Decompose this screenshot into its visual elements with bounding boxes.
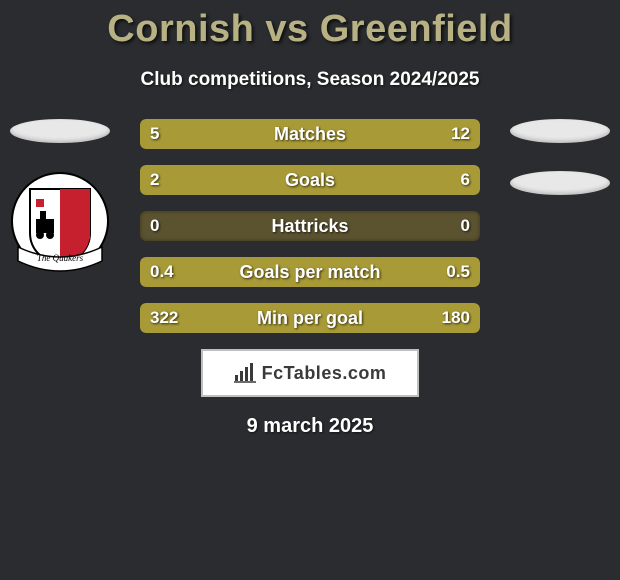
- stat-row: Hattricks0 0: [140, 211, 480, 241]
- placeholder-oval-icon: [510, 119, 610, 143]
- stat-label: Goals: [140, 165, 480, 195]
- stat-label: Min per goal: [140, 303, 480, 333]
- stat-row: Min per goal322 180: [140, 303, 480, 333]
- subtitle: Club competitions, Season 2024/2025: [0, 69, 620, 91]
- stat-bars: Matches5 12 Goals2 6 Hattricks0 0 Goals per ma…: [140, 119, 480, 333]
- stat-value-right: 180: [442, 303, 470, 333]
- left-player-badges: The Quakers: [10, 119, 110, 286]
- stat-row: Goals2 6: [140, 165, 480, 195]
- svg-text:The Quakers: The Quakers: [37, 253, 84, 263]
- right-player-badges: [510, 119, 610, 195]
- content-area: The Quakers Matches5 12 Goals2 6 Hattricks0 0…: [0, 119, 620, 438]
- page-title: Cornish vs Greenfield: [0, 0, 620, 51]
- stat-row: Goals per match0.4 0.5: [140, 257, 480, 287]
- club-crest-icon: The Quakers: [10, 171, 110, 286]
- placeholder-oval-icon: [510, 171, 610, 195]
- stat-value-left: 322: [150, 303, 178, 333]
- placeholder-oval-icon: [10, 119, 110, 143]
- stat-row: Matches5 12: [140, 119, 480, 149]
- stat-value-right: 0: [461, 211, 470, 241]
- stat-value-left: 5: [150, 119, 159, 149]
- stat-value-left: 0.4: [150, 257, 174, 287]
- stat-label: Goals per match: [140, 257, 480, 287]
- stat-label: Matches: [140, 119, 480, 149]
- watermark-text: FcTables.com: [262, 363, 387, 384]
- comparison-infographic: Cornish vs Greenfield Club competitions,…: [0, 0, 620, 580]
- stat-value-right: 6: [461, 165, 470, 195]
- stat-value-right: 12: [451, 119, 470, 149]
- watermark-badge: FcTables.com: [201, 349, 419, 397]
- date-label: 9 march 2025: [0, 415, 620, 438]
- stat-value-left: 2: [150, 165, 159, 195]
- bar-chart-icon: [234, 363, 256, 383]
- stat-label: Hattricks: [140, 211, 480, 241]
- stat-value-right: 0.5: [446, 257, 470, 287]
- stat-value-left: 0: [150, 211, 159, 241]
